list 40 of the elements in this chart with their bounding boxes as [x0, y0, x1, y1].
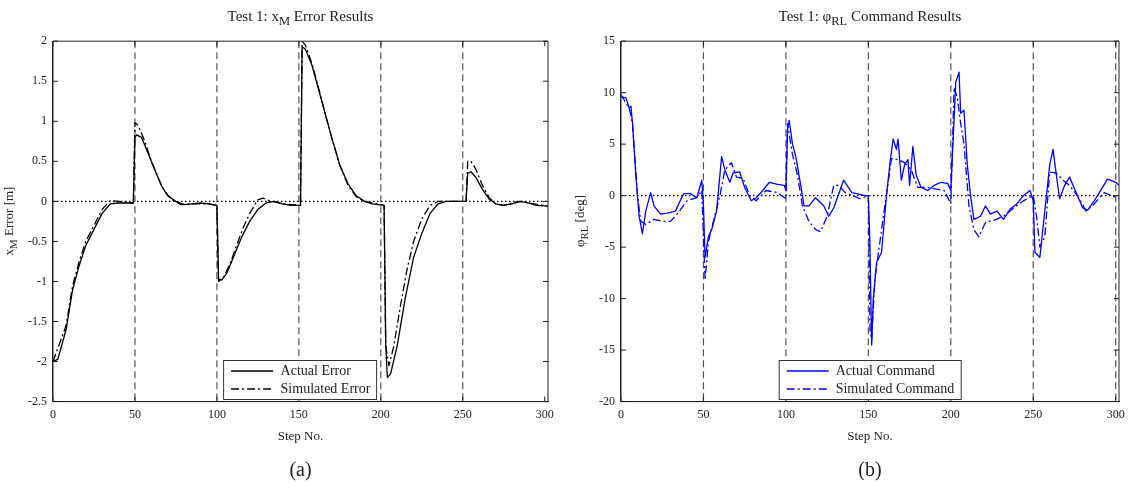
x-tick-label: 250: [1024, 406, 1043, 421]
legend-label: Simulated Error: [280, 379, 371, 398]
x-tick-label: 300: [535, 406, 554, 421]
chart-title: Test 1: x$_{M}$ Error Results: [227, 8, 374, 29]
legend-label: Actual Command: [835, 361, 935, 380]
text: (a): [289, 458, 312, 481]
y-tick-label: 1: [41, 113, 47, 128]
x-tick-label: 200: [941, 406, 960, 421]
x-tick-label: 150: [289, 406, 308, 421]
y-tick-label: 0: [609, 187, 615, 202]
y-tick-label: -20: [599, 393, 615, 408]
y-tick-label: -10: [599, 290, 615, 305]
y-tick-label: -1.5: [28, 313, 47, 328]
text: (b): [858, 458, 882, 481]
y-tick-label: 15: [603, 33, 615, 48]
legend-label: Simulated Command: [835, 379, 955, 398]
y-tick-label: 0: [41, 193, 47, 208]
x-tick-label: 100: [776, 406, 795, 421]
x-tick-label: 50: [128, 406, 141, 421]
x-tick-label: 300: [1106, 406, 1125, 421]
y-tick-label: 5: [609, 136, 615, 151]
x-tick-label: 200: [371, 406, 390, 421]
y-tick-label: -1: [37, 273, 47, 288]
x-axis-title: Step No.: [847, 428, 893, 444]
x-tick-label: 50: [697, 406, 710, 421]
chart-title: Test 1: φ$_{RL}$ Command Results: [778, 8, 962, 29]
y-tick-label: -0.5: [28, 233, 47, 248]
y-tick-label: -2: [37, 353, 47, 368]
x-tick-label: 150: [859, 406, 878, 421]
x-tick-label: 250: [453, 406, 472, 421]
y-tick-label: -15: [599, 342, 615, 357]
y-tick-label: -2.5: [28, 393, 47, 408]
y-tick-label: 2: [41, 33, 47, 48]
y-tick-label: 0.5: [32, 153, 47, 168]
y-tick-label: -5: [605, 239, 615, 254]
x-tick-label: 100: [207, 406, 226, 421]
y-tick-label: 1.5: [32, 73, 47, 88]
x-axis-title: Step No.: [277, 428, 324, 444]
legend-label: Actual Error: [280, 361, 351, 380]
y-tick-label: 10: [603, 84, 615, 99]
